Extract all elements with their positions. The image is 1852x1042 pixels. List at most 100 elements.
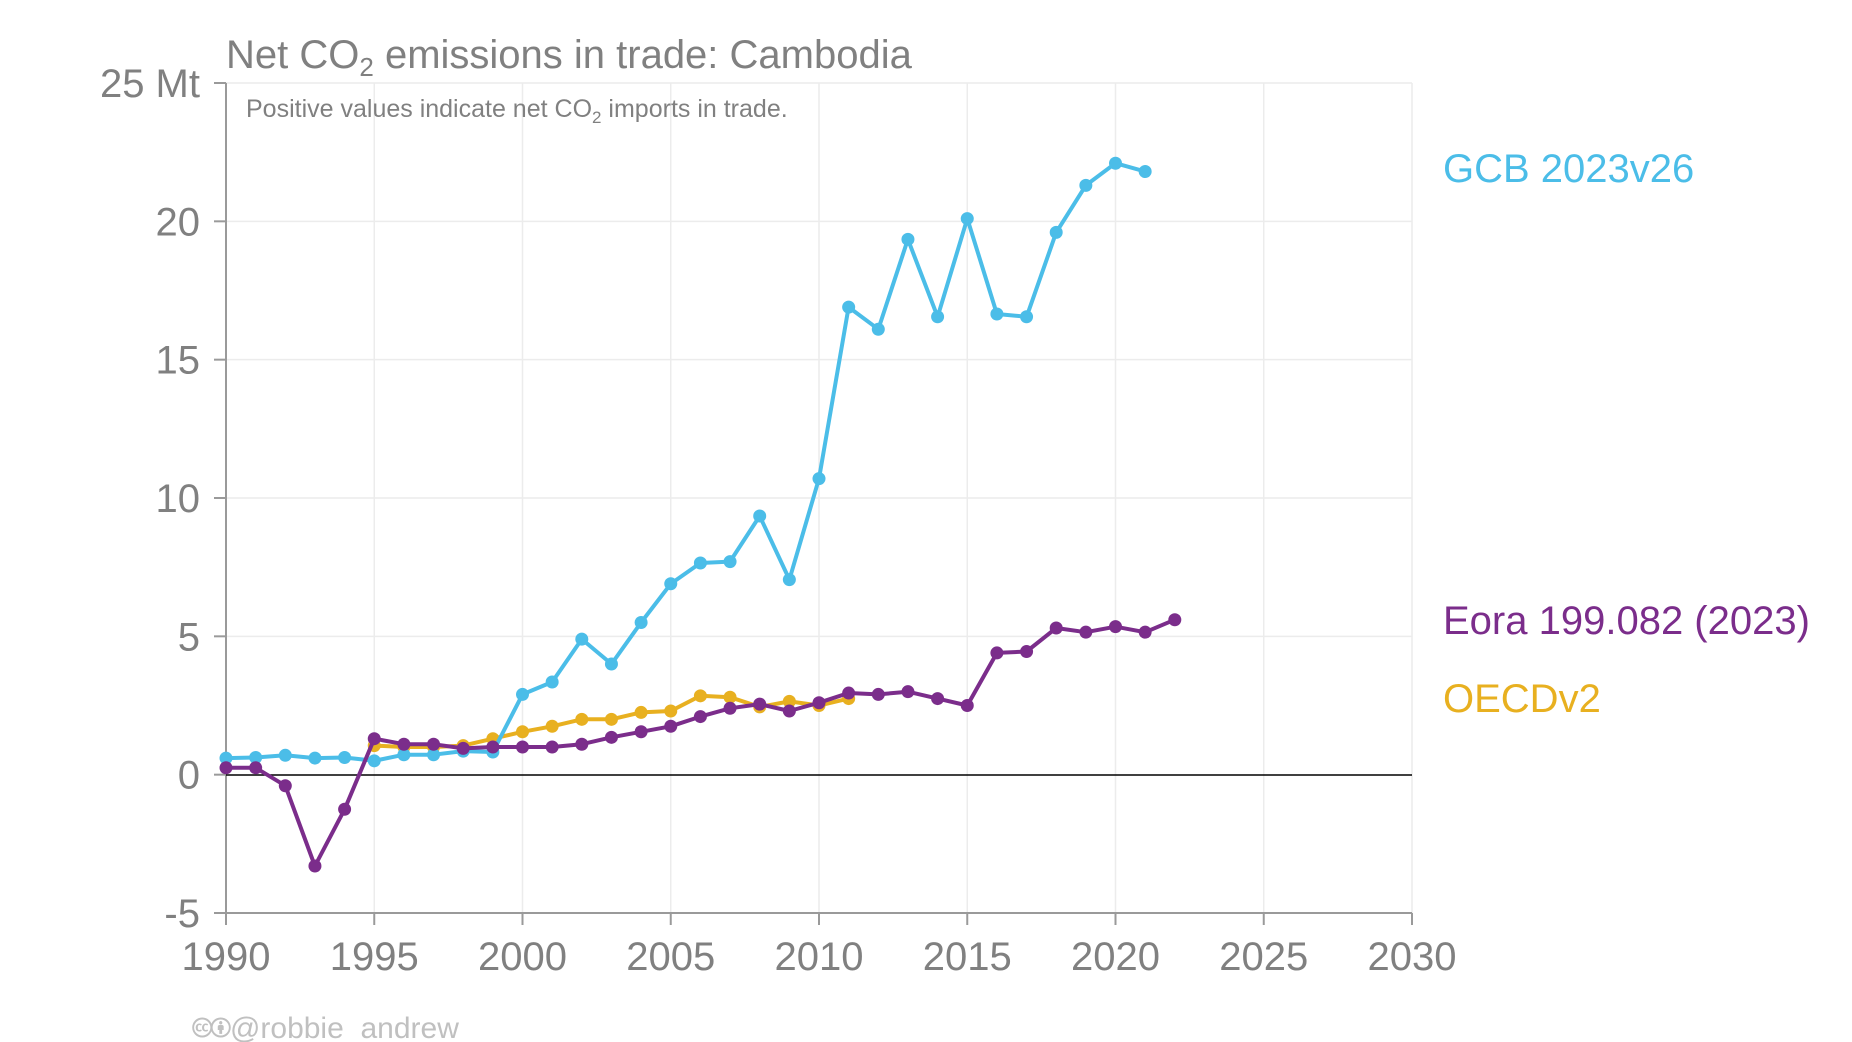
data-point <box>693 689 707 703</box>
data-point <box>516 725 529 739</box>
y-tick-label: 10 <box>156 477 201 521</box>
data-point <box>486 740 500 754</box>
x-tick-label: 2015 <box>923 935 1012 979</box>
data-point <box>723 690 737 704</box>
y-tick-label: 25 Mt <box>100 62 200 106</box>
data-point <box>604 730 618 744</box>
x-tick-label: 1995 <box>330 935 419 979</box>
data-point <box>338 802 352 816</box>
data-point <box>1049 621 1063 635</box>
data-point <box>308 859 322 873</box>
data-point <box>931 310 945 324</box>
data-point <box>1138 165 1152 179</box>
y-tick-label: 0 <box>178 754 200 798</box>
x-tick-label: 2025 <box>1219 935 1308 979</box>
data-point <box>219 761 233 775</box>
data-point <box>308 751 322 765</box>
data-point <box>990 646 1004 660</box>
data-point <box>427 748 441 762</box>
series-labels: OECDv2 GCB 2023v26 Eora 199.082 (2023) <box>1443 147 1810 721</box>
data-point <box>575 632 589 646</box>
data-point <box>901 685 915 699</box>
x-tick-label: 2000 <box>478 935 567 979</box>
data-point <box>664 577 678 591</box>
data-point <box>693 710 707 724</box>
data-point <box>338 751 352 765</box>
data-point <box>1020 310 1034 324</box>
data-point <box>249 751 263 765</box>
series-line <box>224 161 1148 763</box>
subtitle-subscript: 2 <box>592 108 601 127</box>
data-point <box>545 675 559 689</box>
data-point <box>723 555 737 569</box>
data-point <box>545 719 559 733</box>
author-credit: 🅭🅯@robbie_andrew <box>192 1012 459 1042</box>
data-point <box>516 740 529 754</box>
data-point <box>397 748 411 762</box>
series <box>219 156 1182 873</box>
data-point <box>1138 625 1152 639</box>
chart-title: Net CO2 emissions in trade: Cambodia <box>226 33 913 82</box>
x-tick-label: 1990 <box>182 935 271 979</box>
data-point <box>427 737 441 751</box>
data-point <box>753 509 767 523</box>
data-point <box>516 687 529 701</box>
x-tick-label: 2010 <box>775 935 864 979</box>
data-point <box>249 761 263 775</box>
data-point <box>1079 178 1093 192</box>
author-handle: @robbie_andrew <box>230 1012 459 1042</box>
data-point <box>575 737 589 751</box>
x-tick-label: 2030 <box>1368 935 1457 979</box>
data-point <box>1049 225 1063 239</box>
data-point <box>782 694 796 708</box>
data-point <box>634 705 648 719</box>
data-point <box>1109 620 1122 634</box>
y-tick-label: -5 <box>164 892 200 936</box>
data-point <box>545 740 559 754</box>
data-point <box>960 699 974 712</box>
data-point <box>931 692 945 706</box>
series-label: OECDv2 <box>1443 677 1601 721</box>
data-point <box>960 212 974 226</box>
data-point <box>842 300 856 314</box>
y-tick-label: 5 <box>178 615 200 659</box>
data-point <box>1168 613 1182 627</box>
x-tick-label: 2020 <box>1071 935 1160 979</box>
data-point <box>604 657 618 671</box>
data-point <box>693 556 707 570</box>
series-line <box>224 617 1177 868</box>
data-point <box>575 712 589 726</box>
cc-license-icon: 🅭🅯 <box>192 1012 231 1042</box>
data-point <box>1109 156 1122 170</box>
data-point <box>723 701 737 715</box>
data-point <box>1079 625 1093 639</box>
data-point <box>812 472 826 486</box>
data-point <box>782 704 796 718</box>
series-label: GCB 2023v26 <box>1443 147 1694 191</box>
data-point <box>812 696 826 710</box>
axis-ticks: -5 0 5 10 15 20 25 Mt 1990 1995 2000 2005 2010 2015 2… <box>100 62 1457 979</box>
data-point <box>278 748 292 762</box>
series-eora-199-082-2023 <box>219 613 1182 873</box>
data-point <box>456 741 470 755</box>
data-point <box>871 687 885 701</box>
data-point <box>664 704 678 718</box>
data-point <box>871 322 885 336</box>
data-point <box>1020 645 1034 659</box>
data-point <box>842 686 856 700</box>
y-tick-label: 20 <box>156 200 201 244</box>
data-point <box>901 232 915 246</box>
title-subscript: 2 <box>359 52 373 82</box>
data-point <box>753 697 767 711</box>
data-point <box>367 732 381 746</box>
y-tick-label: 15 <box>156 339 201 383</box>
data-point <box>634 616 648 629</box>
data-point <box>990 307 1004 321</box>
grid-lines <box>226 82 1413 913</box>
series-gcb-2023v26 <box>219 156 1152 768</box>
series-label: Eora 199.082 (2023) <box>1443 599 1810 643</box>
data-point <box>664 719 678 733</box>
data-point <box>278 779 292 793</box>
data-point <box>367 754 381 768</box>
